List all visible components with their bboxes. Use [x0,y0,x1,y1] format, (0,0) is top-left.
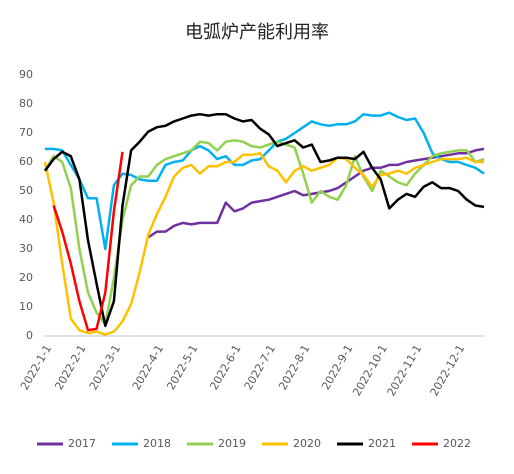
y-tick-label: 40 [19,213,33,226]
x-tick-label: 2022-8-1 [276,343,312,393]
x-tick-label: 2022-1-1 [18,343,54,393]
legend-label: 2018 [143,437,171,450]
x-tick-label: 2022-7-1 [242,343,278,393]
y-tick-label: 20 [19,271,33,284]
y-tick-label: 70 [19,126,33,139]
x-tick-label: 2022-4-1 [130,343,166,393]
y-tick-label: 30 [19,242,33,255]
legend-label: 2021 [368,437,396,450]
series-line [52,151,124,332]
x-tick-label: 2022-3-1 [87,343,123,393]
y-tick-label: 10 [19,300,33,313]
y-tick-label: 60 [19,155,33,168]
y-tick-label: 0 [26,329,33,342]
x-tick-label: 2022-12-1 [428,343,468,399]
x-tick-label: 2022-2-1 [52,343,88,393]
y-tick-label: 50 [19,184,33,197]
series-line [43,152,484,336]
x-tick-label: 2022-6-1 [207,343,243,393]
series-line [43,112,485,328]
y-tick-label: 90 [19,68,33,81]
legend-label: 2019 [218,437,246,450]
legend-label: 2022 [443,437,471,450]
y-tick-label: 80 [19,97,33,110]
x-tick-label: 2022-11-1 [385,343,425,399]
series-line [147,147,485,239]
chart-title: 电弧炉产能利用率 [185,22,329,43]
x-tick-label: 2022-10-1 [350,343,390,399]
x-tick-label: 2022-9-1 [319,343,355,393]
x-tick-label: 2022-5-1 [164,343,200,393]
legend-label: 2017 [68,437,96,450]
legend-label: 2020 [293,437,321,450]
